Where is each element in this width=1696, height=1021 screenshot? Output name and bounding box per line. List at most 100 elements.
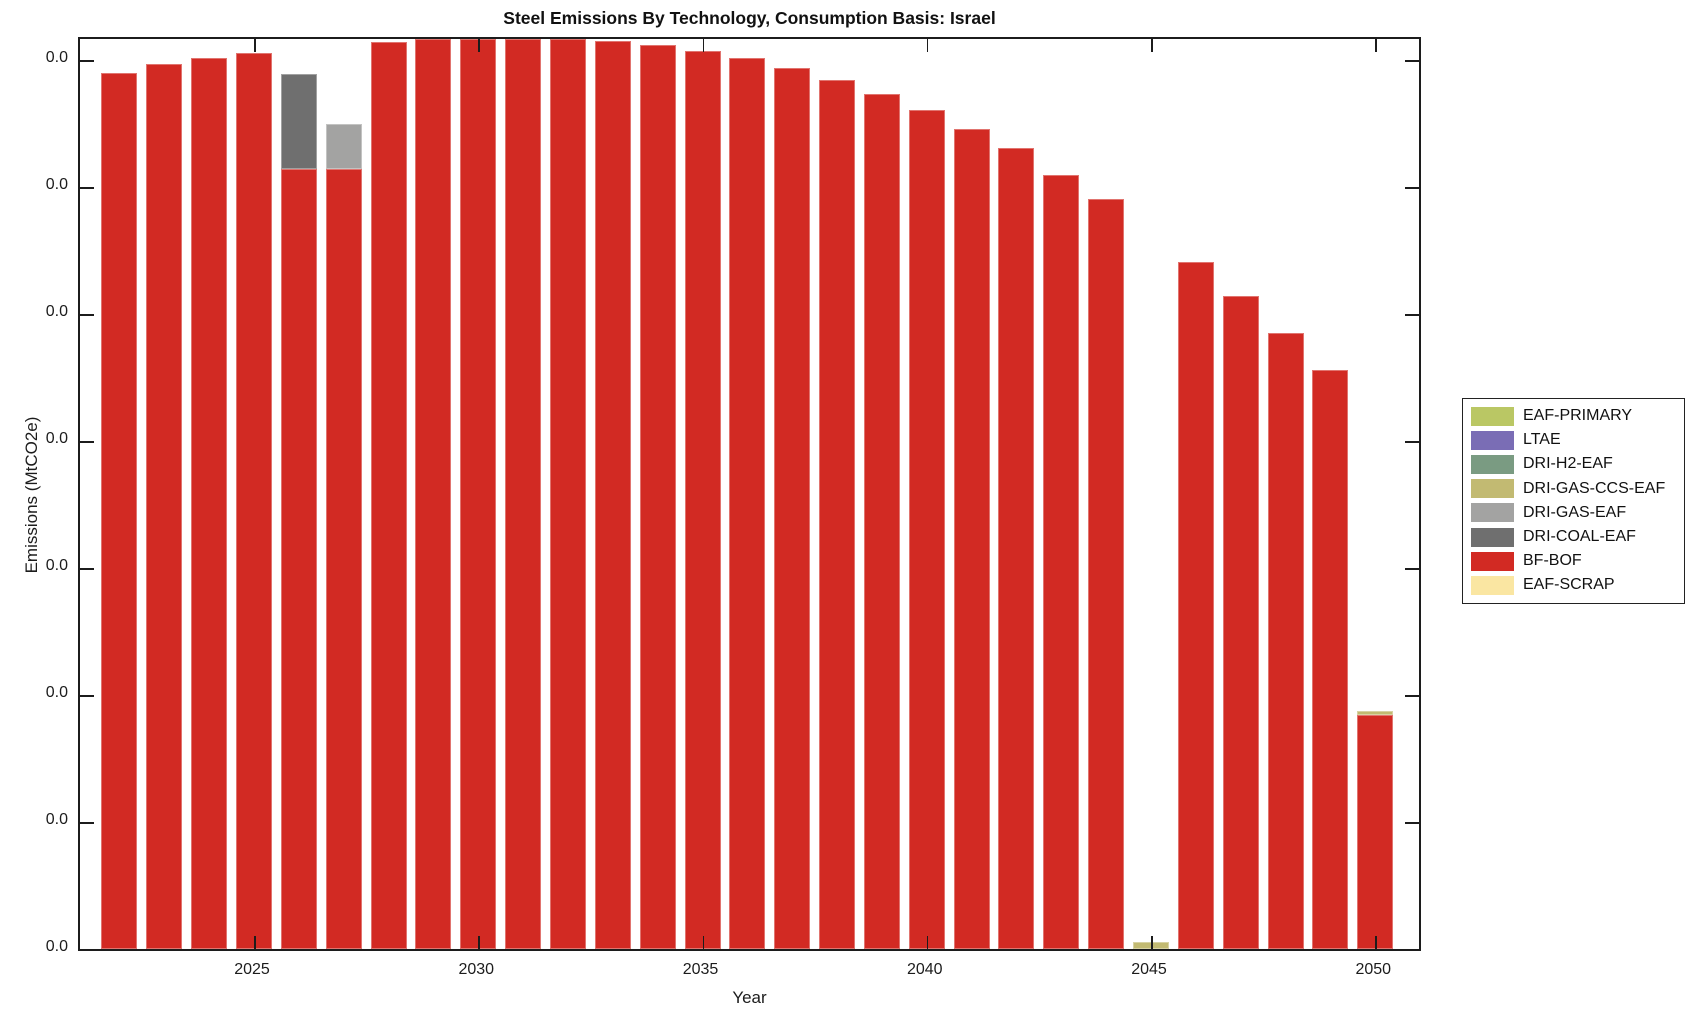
- y-tick-label: 0.0: [45, 430, 68, 447]
- bar-segment-bf-bof: [998, 148, 1035, 949]
- legend-item-eaf-scrap: EAF-SCRAP: [1471, 573, 1684, 597]
- bar-segment-dri-gas-eaf: [325, 123, 362, 170]
- bar-2029: [415, 39, 452, 949]
- y-tick-left: [80, 568, 94, 570]
- bar-segment-bf-bof: [819, 79, 856, 949]
- x-axis-label: Year: [732, 988, 767, 1007]
- legend-swatch-eaf-primary: [1471, 406, 1514, 426]
- y-axis-label: Emissions (MtCO2e): [22, 416, 41, 574]
- bar-2037: [774, 39, 811, 949]
- bar-segment-dri-coal-eaf: [280, 73, 317, 170]
- bar-segment-bf-bof: [460, 39, 497, 949]
- legend-label: LTAE: [1523, 431, 1561, 449]
- bar-segment-bf-bof: [146, 64, 183, 949]
- legend-item-bf-bof: BF-BOF: [1471, 549, 1684, 573]
- x-tick-label: 2050: [1355, 961, 1392, 978]
- bar-segment-bf-bof: [1088, 199, 1125, 949]
- bar-2049: [1312, 39, 1349, 949]
- x-tick-label: 2035: [682, 961, 719, 978]
- y-tick-left: [80, 822, 94, 824]
- bar-segment-bf-bof: [1222, 295, 1259, 949]
- bar-2047: [1222, 39, 1259, 949]
- bar-2039: [863, 39, 900, 949]
- bar-2031: [505, 39, 542, 949]
- y-tick-left: [80, 695, 94, 697]
- legend-label: EAF-PRIMARY: [1523, 407, 1633, 425]
- bar-2048: [1267, 39, 1304, 949]
- x-tick-bottom: [478, 936, 480, 949]
- bar-segment-bf-bof: [729, 58, 766, 949]
- x-tick-bottom: [254, 936, 256, 949]
- y-tick-label: 0.0: [45, 938, 68, 955]
- y-tick-right: [1405, 568, 1419, 570]
- bar-2038: [819, 39, 856, 949]
- bar-2043: [1043, 39, 1080, 949]
- y-tick-left: [80, 441, 94, 443]
- y-tick-left: [80, 949, 94, 951]
- x-tick-bottom: [702, 936, 705, 949]
- legend-item-dri-gas-ccs-eaf: DRI-GAS-CCS-EAF: [1471, 477, 1684, 501]
- x-tick-top: [478, 39, 480, 52]
- bar-segment-bf-bof: [280, 169, 317, 949]
- legend-item-ltae: LTAE: [1471, 428, 1684, 452]
- bar-2030: [460, 39, 497, 949]
- bar-segment-bf-bof: [1312, 370, 1349, 949]
- legend-label: DRI-COAL-EAF: [1523, 528, 1636, 546]
- y-tick-right: [1405, 949, 1419, 951]
- bar-2027: [325, 39, 362, 949]
- bar-2046: [1177, 39, 1214, 949]
- bar-segment-bf-bof: [325, 169, 362, 949]
- bar-2032: [549, 39, 586, 949]
- bar-segment-bf-bof: [549, 39, 586, 949]
- bar-2040: [908, 39, 945, 949]
- legend-swatch-dri-h2-eaf: [1471, 454, 1514, 474]
- legend-label: DRI-H2-EAF: [1523, 455, 1613, 473]
- x-tick-top: [1151, 39, 1153, 52]
- legend-label: DRI-GAS-CCS-EAF: [1523, 479, 1666, 497]
- bar-segment-bf-bof: [1177, 261, 1214, 949]
- y-tick-label: 0.0: [45, 557, 68, 574]
- bar-2028: [370, 39, 407, 949]
- x-tick-top: [926, 39, 929, 52]
- bar-2042: [998, 39, 1035, 949]
- x-tick-label: 2025: [234, 961, 270, 978]
- y-tick-right: [1405, 60, 1419, 62]
- legend-item-dri-h2-eaf: DRI-H2-EAF: [1471, 452, 1684, 476]
- legend-swatch-ltae: [1471, 430, 1514, 450]
- chart-title: Steel Emissions By Technology, Consumpti…: [503, 8, 996, 28]
- legend-swatch-dri-coal-eaf: [1471, 527, 1514, 547]
- y-tick-label: 0.0: [45, 176, 68, 193]
- legend: EAF-PRIMARY LTAE DRI-H2-EAF DRI-GAS-CCS-EAF…: [1462, 398, 1685, 604]
- legend-label: EAF-SCRAP: [1523, 576, 1615, 594]
- x-tick-bottom: [1375, 936, 1377, 949]
- y-tick-label: 0.0: [45, 684, 68, 701]
- bar-segment-bf-bof: [370, 41, 407, 949]
- bar-segment-bf-bof: [505, 39, 542, 949]
- bar-segment-bf-bof: [101, 72, 138, 949]
- x-tick-top: [254, 39, 256, 52]
- x-tick-top: [702, 39, 705, 52]
- y-tick-label: 0.0: [45, 811, 68, 828]
- bar-segment-bf-bof: [1357, 715, 1394, 949]
- legend-swatch-dri-gas-ccs-eaf: [1471, 479, 1514, 499]
- legend-label: BF-BOF: [1523, 552, 1582, 570]
- x-tick-bottom: [926, 936, 929, 949]
- bar-2025: [236, 39, 272, 949]
- bar-2045: [1133, 39, 1169, 949]
- x-tick-label: 2040: [906, 961, 943, 978]
- bar-segment-bf-bof: [1267, 332, 1304, 949]
- bar-segment-bf-bof: [684, 50, 721, 949]
- bar-segment-bf-bof: [236, 52, 272, 949]
- x-tick-label: 2045: [1131, 961, 1167, 978]
- legend-swatch-bf-bof: [1471, 551, 1514, 571]
- legend-item-eaf-primary: EAF-PRIMARY: [1471, 404, 1684, 428]
- y-tick-right: [1405, 187, 1419, 189]
- y-tick-right: [1405, 822, 1419, 824]
- bar-2024: [191, 39, 228, 949]
- legend-item-dri-coal-eaf: DRI-COAL-EAF: [1471, 525, 1684, 549]
- bar-segment-bf-bof: [639, 45, 676, 949]
- bar-segment-bf-bof: [774, 68, 811, 949]
- x-tick-top: [1375, 39, 1377, 52]
- plot-area: [78, 37, 1421, 951]
